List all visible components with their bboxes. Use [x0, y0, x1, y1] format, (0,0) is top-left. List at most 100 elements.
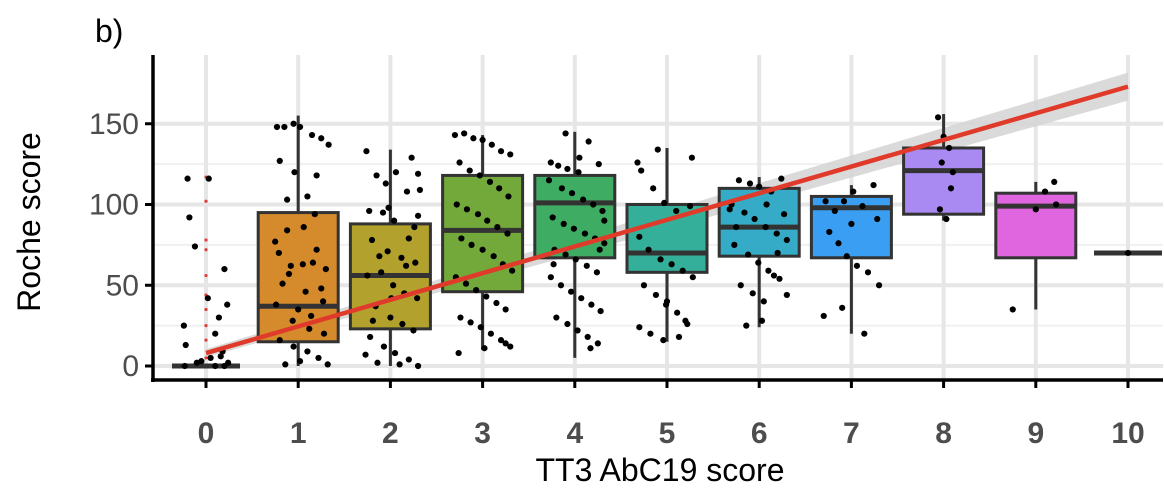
- data-point-186: [636, 233, 643, 240]
- data-point-150: [590, 201, 597, 208]
- data-point-153: [560, 220, 567, 227]
- data-point-45: [304, 348, 311, 355]
- data-point-217: [731, 241, 738, 248]
- data-point-18: [204, 295, 211, 302]
- data-point-225: [770, 272, 778, 279]
- x-tick-label-9: 9: [1027, 417, 1044, 450]
- data-point-121: [479, 246, 486, 253]
- data-point-248: [875, 282, 883, 289]
- x-tick-label-4: 4: [566, 417, 583, 450]
- data-point-24: [308, 131, 316, 139]
- box-7: [809, 185, 893, 334]
- data-point-195: [674, 309, 681, 316]
- data-point-19: [215, 314, 223, 321]
- data-point-192: [640, 282, 648, 289]
- data-point-17: [180, 322, 187, 329]
- data-point-147: [558, 185, 565, 192]
- data-point-99: [369, 317, 376, 324]
- outlier-point-3: [204, 307, 208, 312]
- data-point-122: [490, 253, 497, 260]
- y-tick-label-150: 150: [89, 108, 139, 141]
- data-point-172: [584, 333, 591, 341]
- data-point-205: [726, 206, 733, 213]
- data-point-129: [493, 299, 500, 307]
- data-point-179: [596, 246, 603, 253]
- data-point-63: [392, 169, 400, 176]
- data-point-164: [557, 282, 565, 289]
- data-point-94: [402, 262, 410, 269]
- box-8: [902, 114, 986, 221]
- data-point-33: [313, 246, 320, 253]
- data-point-208: [756, 183, 763, 190]
- data-point-157: [601, 240, 608, 247]
- data-point-72: [398, 254, 405, 261]
- data-point-83: [367, 333, 374, 341]
- data-point-58: [295, 306, 302, 313]
- box-body: [994, 191, 1078, 260]
- data-point-144: [585, 138, 592, 145]
- data-point-232: [774, 249, 781, 257]
- data-point-98: [414, 212, 422, 219]
- data-point-8: [207, 354, 214, 362]
- data-point-201: [688, 154, 695, 161]
- data-point-235: [840, 198, 848, 205]
- data-point-73: [412, 259, 419, 266]
- data-point-3: [221, 266, 228, 273]
- data-point-167: [588, 301, 595, 308]
- data-point-212: [741, 209, 748, 216]
- data-point-159: [562, 251, 569, 258]
- data-point-35: [285, 270, 293, 278]
- data-point-176: [576, 154, 583, 161]
- data-point-57: [284, 196, 291, 203]
- data-point-170: [564, 320, 571, 328]
- data-point-166: [578, 295, 585, 302]
- data-point-48: [296, 358, 304, 365]
- data-point-254: [949, 169, 956, 176]
- data-point-145: [595, 161, 602, 168]
- data-point-120: [468, 241, 475, 248]
- data-point-246: [839, 304, 846, 311]
- x-tick-label-7: 7: [843, 417, 860, 450]
- data-point-95: [408, 154, 415, 161]
- data-point-206: [735, 177, 743, 184]
- data-point-163: [547, 274, 554, 281]
- data-point-171: [574, 327, 581, 334]
- data-point-148: [568, 190, 576, 197]
- data-point-181: [638, 167, 645, 174]
- data-point-126: [462, 280, 470, 287]
- data-point-64: [403, 188, 411, 195]
- data-point-116: [484, 217, 491, 224]
- x-tick-label-2: 2: [382, 417, 399, 450]
- y-tick-label-100: 100: [89, 189, 139, 222]
- data-point-228: [758, 317, 766, 324]
- data-point-183: [661, 199, 668, 206]
- data-point-54: [300, 224, 307, 231]
- data-point-20: [273, 123, 281, 131]
- data-point-135: [497, 337, 505, 344]
- data-point-31: [311, 211, 318, 218]
- data-point-29: [322, 266, 329, 273]
- box-body: [902, 146, 986, 216]
- data-point-47: [282, 361, 289, 368]
- box-3: [441, 135, 525, 350]
- data-point-2: [186, 214, 193, 221]
- data-point-161: [583, 262, 590, 269]
- data-point-10: [182, 341, 189, 349]
- data-point-258: [1009, 306, 1016, 313]
- data-point-26: [276, 157, 283, 164]
- data-point-70: [368, 236, 376, 244]
- data-point-117: [494, 224, 501, 231]
- data-point-154: [570, 225, 577, 232]
- data-point-155: [581, 230, 589, 237]
- data-point-177: [562, 130, 569, 137]
- data-point-119: [458, 235, 465, 242]
- data-point-262: [1052, 201, 1060, 208]
- data-point-202: [654, 146, 661, 153]
- data-point-219: [755, 259, 762, 266]
- data-point-104: [488, 141, 495, 148]
- data-point-255: [936, 206, 944, 213]
- data-point-169: [553, 314, 560, 321]
- data-point-128: [483, 293, 490, 300]
- data-point-180: [634, 159, 641, 166]
